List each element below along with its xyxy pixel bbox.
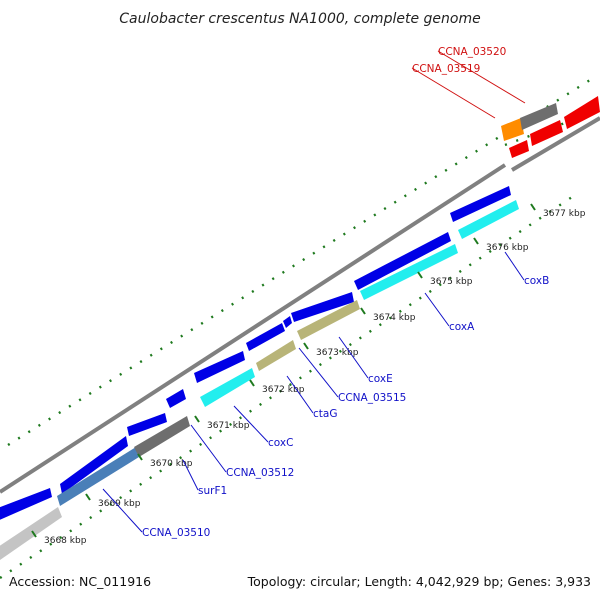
gene-feature-block bbox=[297, 300, 360, 340]
gene-feature-block bbox=[57, 447, 139, 506]
kbp-tick-mark bbox=[417, 271, 423, 279]
gene-label: coxB bbox=[524, 275, 549, 287]
gene-label: surF1 bbox=[198, 485, 227, 497]
gene-label-leader-line bbox=[102, 488, 143, 533]
gene-label: coxA bbox=[449, 321, 475, 333]
gene-label-leader-line bbox=[437, 50, 526, 104]
kbp-tick-mark bbox=[530, 203, 536, 211]
gene-features bbox=[0, 96, 600, 560]
kbp-tick-label: 3677 kbp bbox=[543, 209, 586, 219]
genome-backbone bbox=[0, 116, 600, 494]
gene-label: CCNA_03519 bbox=[412, 63, 480, 75]
gene-feature-block bbox=[0, 488, 52, 520]
kbp-tick-mark bbox=[360, 307, 366, 315]
gene-label: CCNA_03510 bbox=[142, 527, 210, 539]
gene-feature-block bbox=[166, 389, 186, 408]
kbp-tick-label: 3674 kbp bbox=[373, 313, 416, 323]
gene-label: ctaG bbox=[313, 408, 337, 420]
kbp-tick-label: 3673 kbp bbox=[316, 348, 359, 358]
gene-label-leader-line bbox=[504, 251, 525, 281]
kbp-tick-label: 3669 kbp bbox=[98, 499, 141, 509]
accession-text: Accession: NC_011916 bbox=[9, 574, 151, 589]
gene-labels: CCNA_03510surF1CCNA_03512coxCctaGCCNA_03… bbox=[102, 46, 549, 539]
gene-label: CCNA_03520 bbox=[438, 46, 506, 58]
gene-feature-block bbox=[291, 292, 354, 322]
gene-label-leader-line bbox=[424, 292, 450, 327]
gene-feature-block bbox=[0, 507, 62, 560]
gene-feature-block bbox=[354, 232, 451, 290]
dotted-guide-lines bbox=[0, 78, 600, 579]
gene-label-leader-line bbox=[190, 424, 227, 473]
kbp-tick-mark bbox=[137, 453, 143, 461]
map-title: Caulobacter crescentus NA1000, complete … bbox=[119, 11, 480, 27]
gene-feature-block bbox=[509, 140, 529, 158]
gene-feature-block bbox=[246, 323, 285, 351]
gene-feature-block bbox=[564, 96, 600, 129]
gene-label-leader-line bbox=[233, 405, 269, 443]
kbp-tick-mark bbox=[473, 237, 479, 245]
gene-feature-block bbox=[501, 118, 524, 141]
backbone-line bbox=[510, 116, 600, 172]
gene-label-leader-line bbox=[338, 336, 369, 379]
gene-feature-block bbox=[520, 103, 558, 130]
gene-feature-block bbox=[530, 120, 563, 146]
gene-feature-block bbox=[458, 200, 519, 239]
kbp-tick-mark bbox=[85, 493, 91, 501]
gene-feature-block bbox=[450, 186, 511, 222]
backbone-line bbox=[0, 163, 507, 494]
gene-label-leader-line bbox=[286, 375, 314, 414]
gene-label: CCNA_03515 bbox=[338, 392, 406, 404]
kbp-tick-mark bbox=[249, 379, 255, 387]
kbp-tick-label: 3675 kbp bbox=[430, 277, 473, 287]
gene-feature-block bbox=[60, 436, 128, 494]
gene-label-leader-line bbox=[182, 459, 199, 491]
gene-label: coxC bbox=[268, 437, 293, 449]
gene-label-leader-line bbox=[411, 67, 496, 119]
gene-feature-block bbox=[200, 368, 255, 407]
kbp-tick-mark bbox=[194, 415, 200, 423]
gene-label-leader-line bbox=[298, 347, 339, 398]
kbp-tick-mark bbox=[303, 342, 309, 350]
gene-feature-block bbox=[127, 413, 167, 436]
kbp-tick-label: 3668 kbp bbox=[44, 536, 87, 546]
kbp-tick-label: 3672 kbp bbox=[262, 385, 305, 395]
gene-feature-block bbox=[360, 244, 458, 300]
kbp-tick-mark bbox=[31, 530, 37, 538]
gene-feature-block bbox=[194, 351, 245, 383]
kbp-tick-label: 3676 kbp bbox=[486, 243, 529, 253]
kbp-scale: 3668 kbp 3669 kbp 3670 kbp 3671 kbp 3672 kbp… bbox=[31, 203, 586, 546]
gene-feature-block bbox=[283, 316, 292, 328]
genome-summary-text: Topology: circular; Length: 4,042,929 bp… bbox=[247, 574, 591, 589]
gene-feature-block bbox=[134, 416, 190, 457]
kbp-tick-label: 3670 kbp bbox=[150, 459, 193, 469]
kbp-tick-label: 3671 kbp bbox=[207, 421, 250, 431]
gene-label: coxE bbox=[368, 373, 393, 385]
gene-feature-block bbox=[256, 340, 296, 371]
gene-label: CCNA_03512 bbox=[226, 467, 294, 479]
